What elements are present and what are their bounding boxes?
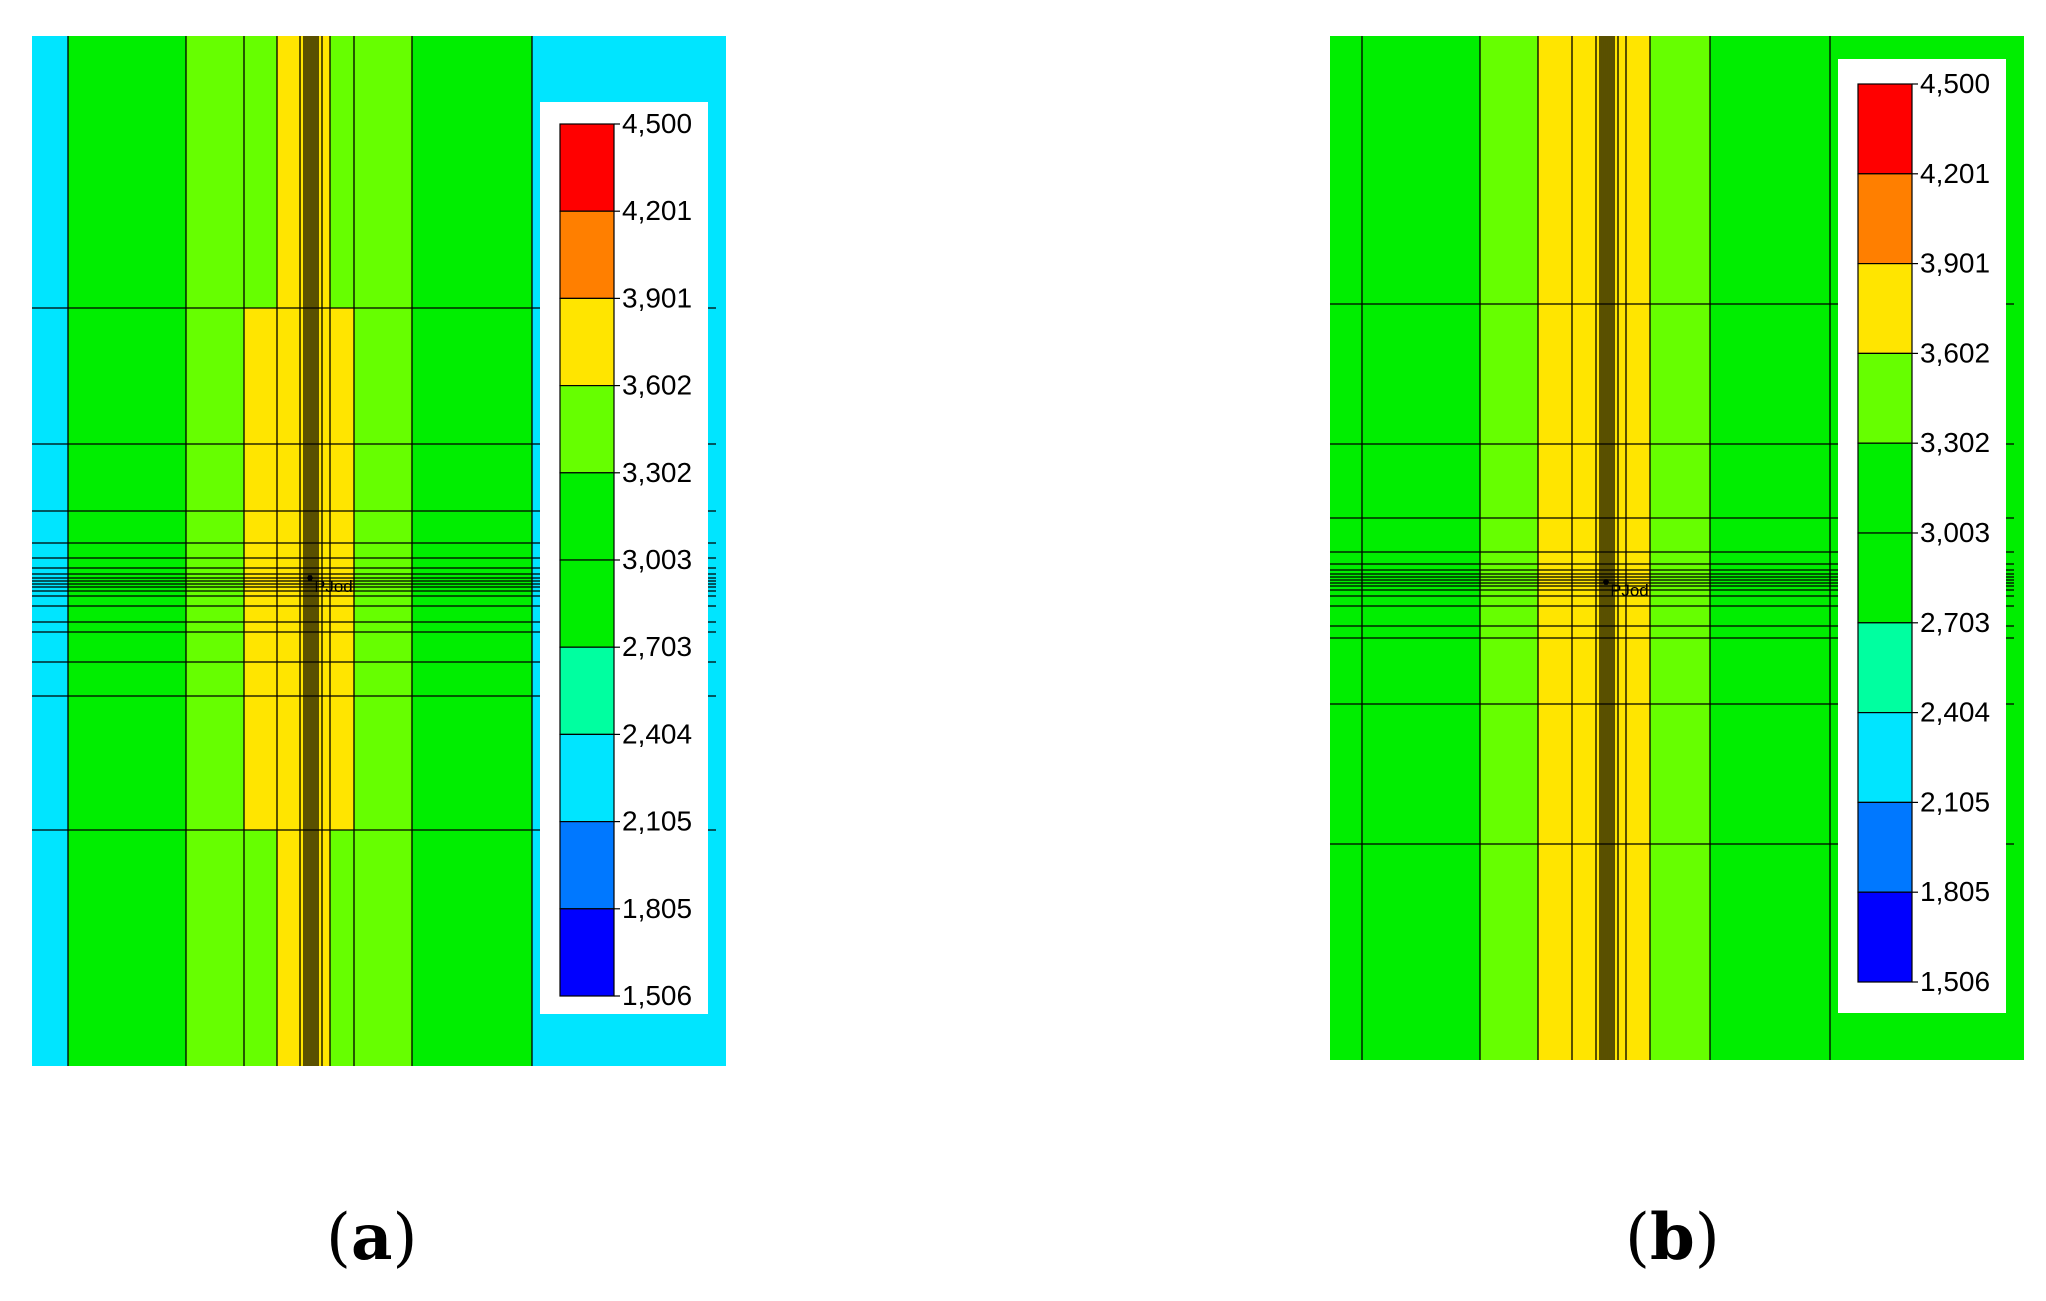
heatmap-b: PJod 4,500 4,201 3,901 3,602 3,302 3,003 2,703 2… xyxy=(1330,36,2024,1060)
legend-tick-label: 3,901 xyxy=(622,282,692,313)
legend-tick-label: 2,105 xyxy=(622,806,692,837)
legend-tick-label: 4,201 xyxy=(622,195,692,226)
legend-swatch xyxy=(559,385,615,474)
legend-tick-label: 2,404 xyxy=(622,718,692,749)
heatmap-a: PJod 4,500 4,201 3,901 3,602 3,302 3,003 2,703 2… xyxy=(32,36,726,1066)
legend-swatch xyxy=(559,210,615,299)
legend-tick-label: 2,105 xyxy=(1920,786,1990,817)
legend-swatch xyxy=(559,820,615,910)
caption-b: (b) xyxy=(1625,1200,1720,1275)
legend-tick-label: 4,201 xyxy=(1920,158,1990,189)
legend-tick-label: 3,901 xyxy=(1920,248,1990,279)
well-marker xyxy=(307,575,313,581)
legend-swatch xyxy=(1857,711,1913,803)
legend-tick-label: 1,506 xyxy=(1920,966,1990,997)
legend-swatch xyxy=(559,559,615,648)
legend-swatch xyxy=(1857,532,1913,624)
legend-tick-label: 3,302 xyxy=(622,457,692,488)
legend-swatch xyxy=(1857,801,1913,893)
legend-swatch xyxy=(559,472,615,561)
panel-a: PJod 4,500 4,201 3,901 3,602 3,302 3,003 2,703 2… xyxy=(32,36,726,1066)
legend-swatch xyxy=(1857,622,1913,714)
legend-swatch xyxy=(1857,891,1913,983)
legend-swatch xyxy=(559,733,615,823)
legend-tick-label: 3,003 xyxy=(622,544,692,575)
inner-band xyxy=(1538,36,1650,1060)
legend-tick-label: 1,805 xyxy=(622,893,692,924)
caption-a-letter: a xyxy=(350,1200,393,1275)
legend-swatch xyxy=(1857,263,1913,355)
well-label: PJod xyxy=(1610,581,1649,600)
well-label: PJod xyxy=(314,577,353,596)
legend-swatch xyxy=(1857,83,1913,175)
legend-tick-label: 1,805 xyxy=(1920,876,1990,907)
legend-swatch xyxy=(559,908,615,997)
legend-tick-label: 3,602 xyxy=(1920,337,1990,368)
legend-swatch xyxy=(559,297,615,387)
legend-swatch xyxy=(1857,442,1913,534)
legend-swatch xyxy=(1857,352,1913,444)
legend-tick-label: 2,703 xyxy=(1920,607,1990,638)
legend-tick-label: 3,003 xyxy=(1920,517,1990,548)
legend-tick-label: 3,602 xyxy=(622,370,692,401)
panel-b: PJod 4,500 4,201 3,901 3,602 3,302 3,003 2,703 2… xyxy=(1330,36,2024,1060)
legend-tick-label: 4,500 xyxy=(622,108,692,139)
legend-tick-label: 3,302 xyxy=(1920,427,1990,458)
legend-swatch xyxy=(559,123,615,212)
legend-tick-label: 4,500 xyxy=(1920,68,1990,99)
legend-tick-label: 1,506 xyxy=(622,980,692,1011)
legend-swatch xyxy=(1857,173,1913,265)
legend-tick-label: 2,404 xyxy=(1920,697,1990,728)
caption-b-letter: b xyxy=(1649,1200,1695,1275)
well-marker xyxy=(1603,579,1609,585)
legend-tick-label: 2,703 xyxy=(622,631,692,662)
legend-swatch xyxy=(559,646,615,736)
caption-a: (a) xyxy=(326,1200,418,1275)
